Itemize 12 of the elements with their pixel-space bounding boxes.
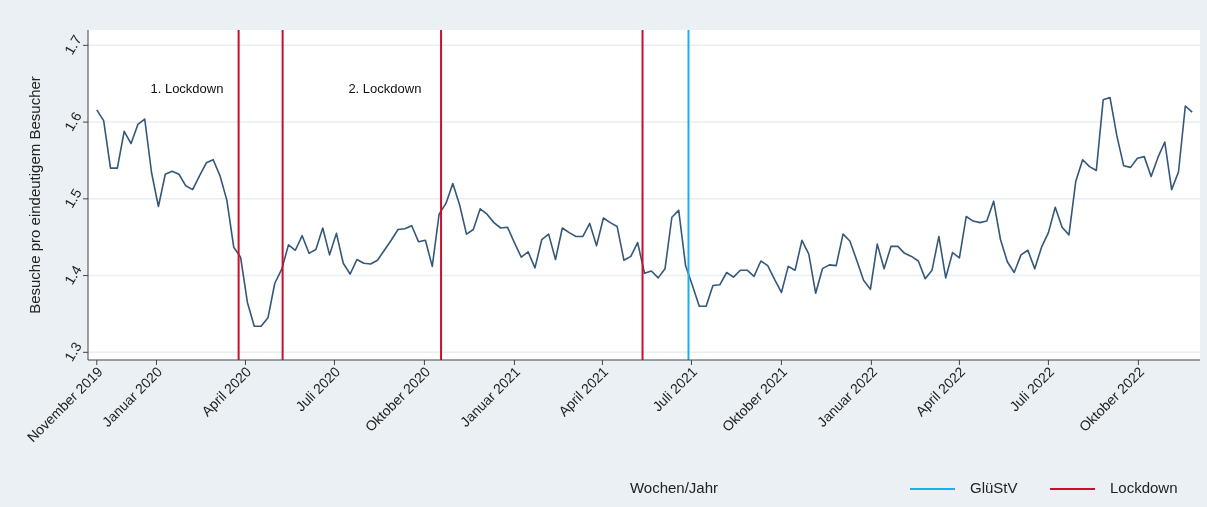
annotation: 1. Lockdown <box>150 81 224 96</box>
y-tick-label: 1.7 <box>61 32 85 58</box>
y-tick-label: 1.4 <box>61 262 85 288</box>
annotation: 2. Lockdown <box>348 81 422 96</box>
y-axis-title: Besuche pro eindeutigem Besucher <box>26 76 43 314</box>
y-tick-label: 1.3 <box>61 339 85 365</box>
y-tick-label: 1.6 <box>61 108 85 134</box>
legend-label: GlüStV <box>970 478 1018 496</box>
x-axis-title: Wochen/Jahr <box>629 479 719 496</box>
legend-label: Lockdown <box>1110 478 1178 496</box>
line-series <box>96 96 1193 328</box>
y-tick-label: 1.5 <box>61 185 85 211</box>
